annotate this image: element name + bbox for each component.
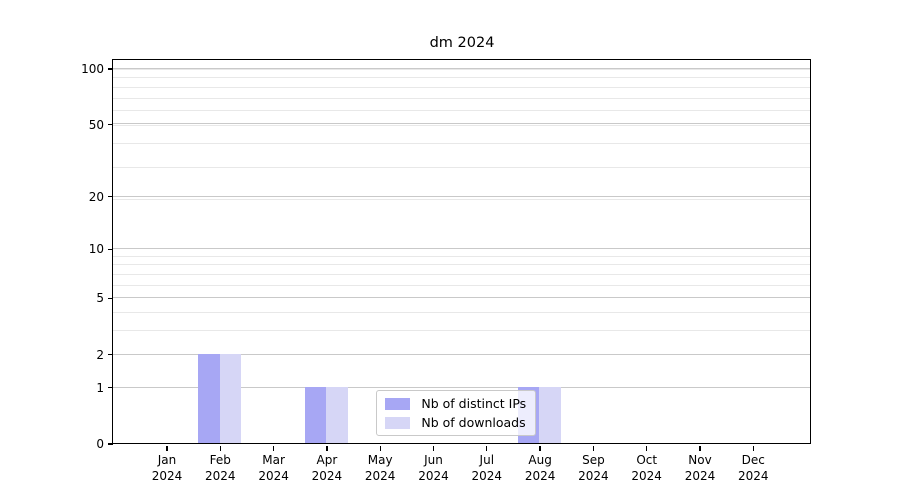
x-tick-label: Aug 2024 [524,453,556,483]
x-axis-tick [539,445,541,451]
minor-gridline [113,166,811,168]
legend-label: Nb of distinct IPs [421,396,527,412]
y-axis-tick [107,387,113,389]
major-gridline [113,297,811,299]
y-tick-label: 2 [96,347,104,362]
x-tick-label: Nov 2024 [684,453,716,483]
y-tick-label: 5 [96,291,104,306]
minor-gridline [113,110,811,112]
x-axis-tick [486,445,488,451]
bar-nb-of-downloads-apr [326,387,348,444]
x-axis-tick [432,445,435,451]
x-axis-tick [379,445,381,451]
x-tick-label: May 2024 [364,453,396,483]
x-axis-tick [646,445,648,451]
major-gridline [113,353,811,355]
x-axis-tick [166,445,168,451]
major-gridline [113,123,811,125]
chart-title: dm 2024 [429,35,495,51]
y-axis-tick [107,195,113,198]
minor-gridline [113,273,811,275]
legend-color-swatch [385,397,411,410]
minor-gridline [113,143,811,145]
y-axis-tick [107,248,113,250]
plot-area: Nb of distinct IPs Nb of downloads [112,59,812,445]
minor-gridline [113,68,811,70]
x-tick-label: Feb 2024 [205,453,236,483]
x-axis-tick [752,445,754,451]
legend-item: Nb of downloads [385,415,526,430]
x-tick-label: Dec 2024 [738,453,769,483]
y-axis-tick [107,354,113,356]
legend-color-swatch [385,416,411,429]
x-tick-label: Mar 2024 [258,453,289,483]
legend-label: Nb of downloads [421,415,526,431]
x-axis-tick [699,445,701,451]
x-axis-tick [219,445,221,451]
y-tick-label: 100 [81,61,104,76]
y-tick-label: 0 [96,437,104,451]
y-axis-tick [107,443,113,445]
y-tick-label: 1 [96,380,104,395]
x-axis-tick [272,445,275,451]
y-axis-tick [107,297,113,300]
x-tick-label: Jan 2024 [151,453,183,483]
x-tick-label: Sep 2024 [578,453,609,483]
minor-gridline [113,255,811,257]
bar-nb-of-downloads-aug [539,387,561,444]
x-tick-label: Oct 2024 [631,453,662,483]
legend-item: Nb of distinct IPs [385,396,526,411]
bar-nb-of-distinct-ips-apr [304,387,327,444]
major-gridline [113,195,811,197]
minor-gridline [113,284,811,286]
legend: Nb of distinct IPs Nb of downloads [376,390,537,437]
major-gridline [113,386,811,388]
y-tick-label: 50 [88,117,104,132]
minor-gridline [113,77,811,79]
y-tick-label: 10 [88,242,104,257]
x-axis-tick [326,445,328,451]
x-tick-label: Jul 2024 [471,453,503,483]
bar-nb-of-distinct-ips-feb [198,354,220,444]
major-gridline [113,248,811,250]
x-tick-label: Jun 2024 [418,453,449,483]
x-axis-tick [592,445,595,451]
major-gridline [113,67,811,69]
minor-gridline [113,264,811,266]
minor-gridline [113,312,811,314]
y-tick-label: 20 [88,189,104,204]
minor-gridline [113,86,811,88]
y-axis-tick [107,68,113,70]
y-axis-tick [107,123,113,126]
minor-gridline [113,125,811,126]
minor-gridline [113,330,811,332]
minor-gridline [113,97,811,99]
minor-gridline [113,199,811,201]
x-tick-label: Apr 2024 [311,453,343,483]
bar-nb-of-downloads-feb [219,354,242,444]
